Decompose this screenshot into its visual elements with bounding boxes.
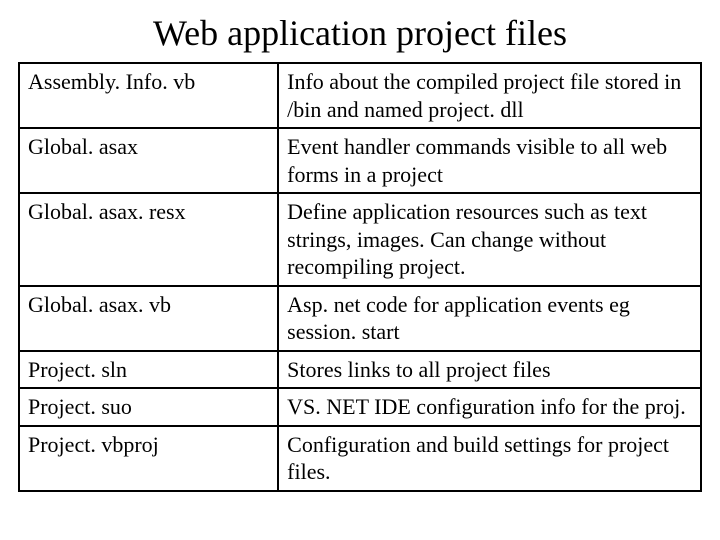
table-row: Global. asax. resx Define application re… [19,193,701,286]
files-table: Assembly. Info. vb Info about the compil… [18,62,702,492]
description-cell: Define application resources such as tex… [278,193,701,286]
file-cell: Project. suo [19,388,278,426]
page-title: Web application project files [18,12,702,54]
description-cell: Event handler commands visible to all we… [278,128,701,193]
table-row: Project. suo VS. NET IDE configuration i… [19,388,701,426]
file-cell: Project. vbproj [19,426,278,491]
description-cell: VS. NET IDE configuration info for the p… [278,388,701,426]
description-cell: Stores links to all project files [278,351,701,389]
table-row: Global. asax. vb Asp. net code for appli… [19,286,701,351]
table-row: Global. asax Event handler commands visi… [19,128,701,193]
table-row: Assembly. Info. vb Info about the compil… [19,63,701,128]
files-table-body: Assembly. Info. vb Info about the compil… [19,63,701,491]
file-cell: Global. asax. resx [19,193,278,286]
description-cell: Configuration and build settings for pro… [278,426,701,491]
file-cell: Project. sln [19,351,278,389]
file-cell: Global. asax. vb [19,286,278,351]
file-cell: Global. asax [19,128,278,193]
table-row: Project. vbproj Configuration and build … [19,426,701,491]
description-cell: Asp. net code for application events eg … [278,286,701,351]
description-cell: Info about the compiled project file sto… [278,63,701,128]
table-row: Project. sln Stores links to all project… [19,351,701,389]
file-cell: Assembly. Info. vb [19,63,278,128]
